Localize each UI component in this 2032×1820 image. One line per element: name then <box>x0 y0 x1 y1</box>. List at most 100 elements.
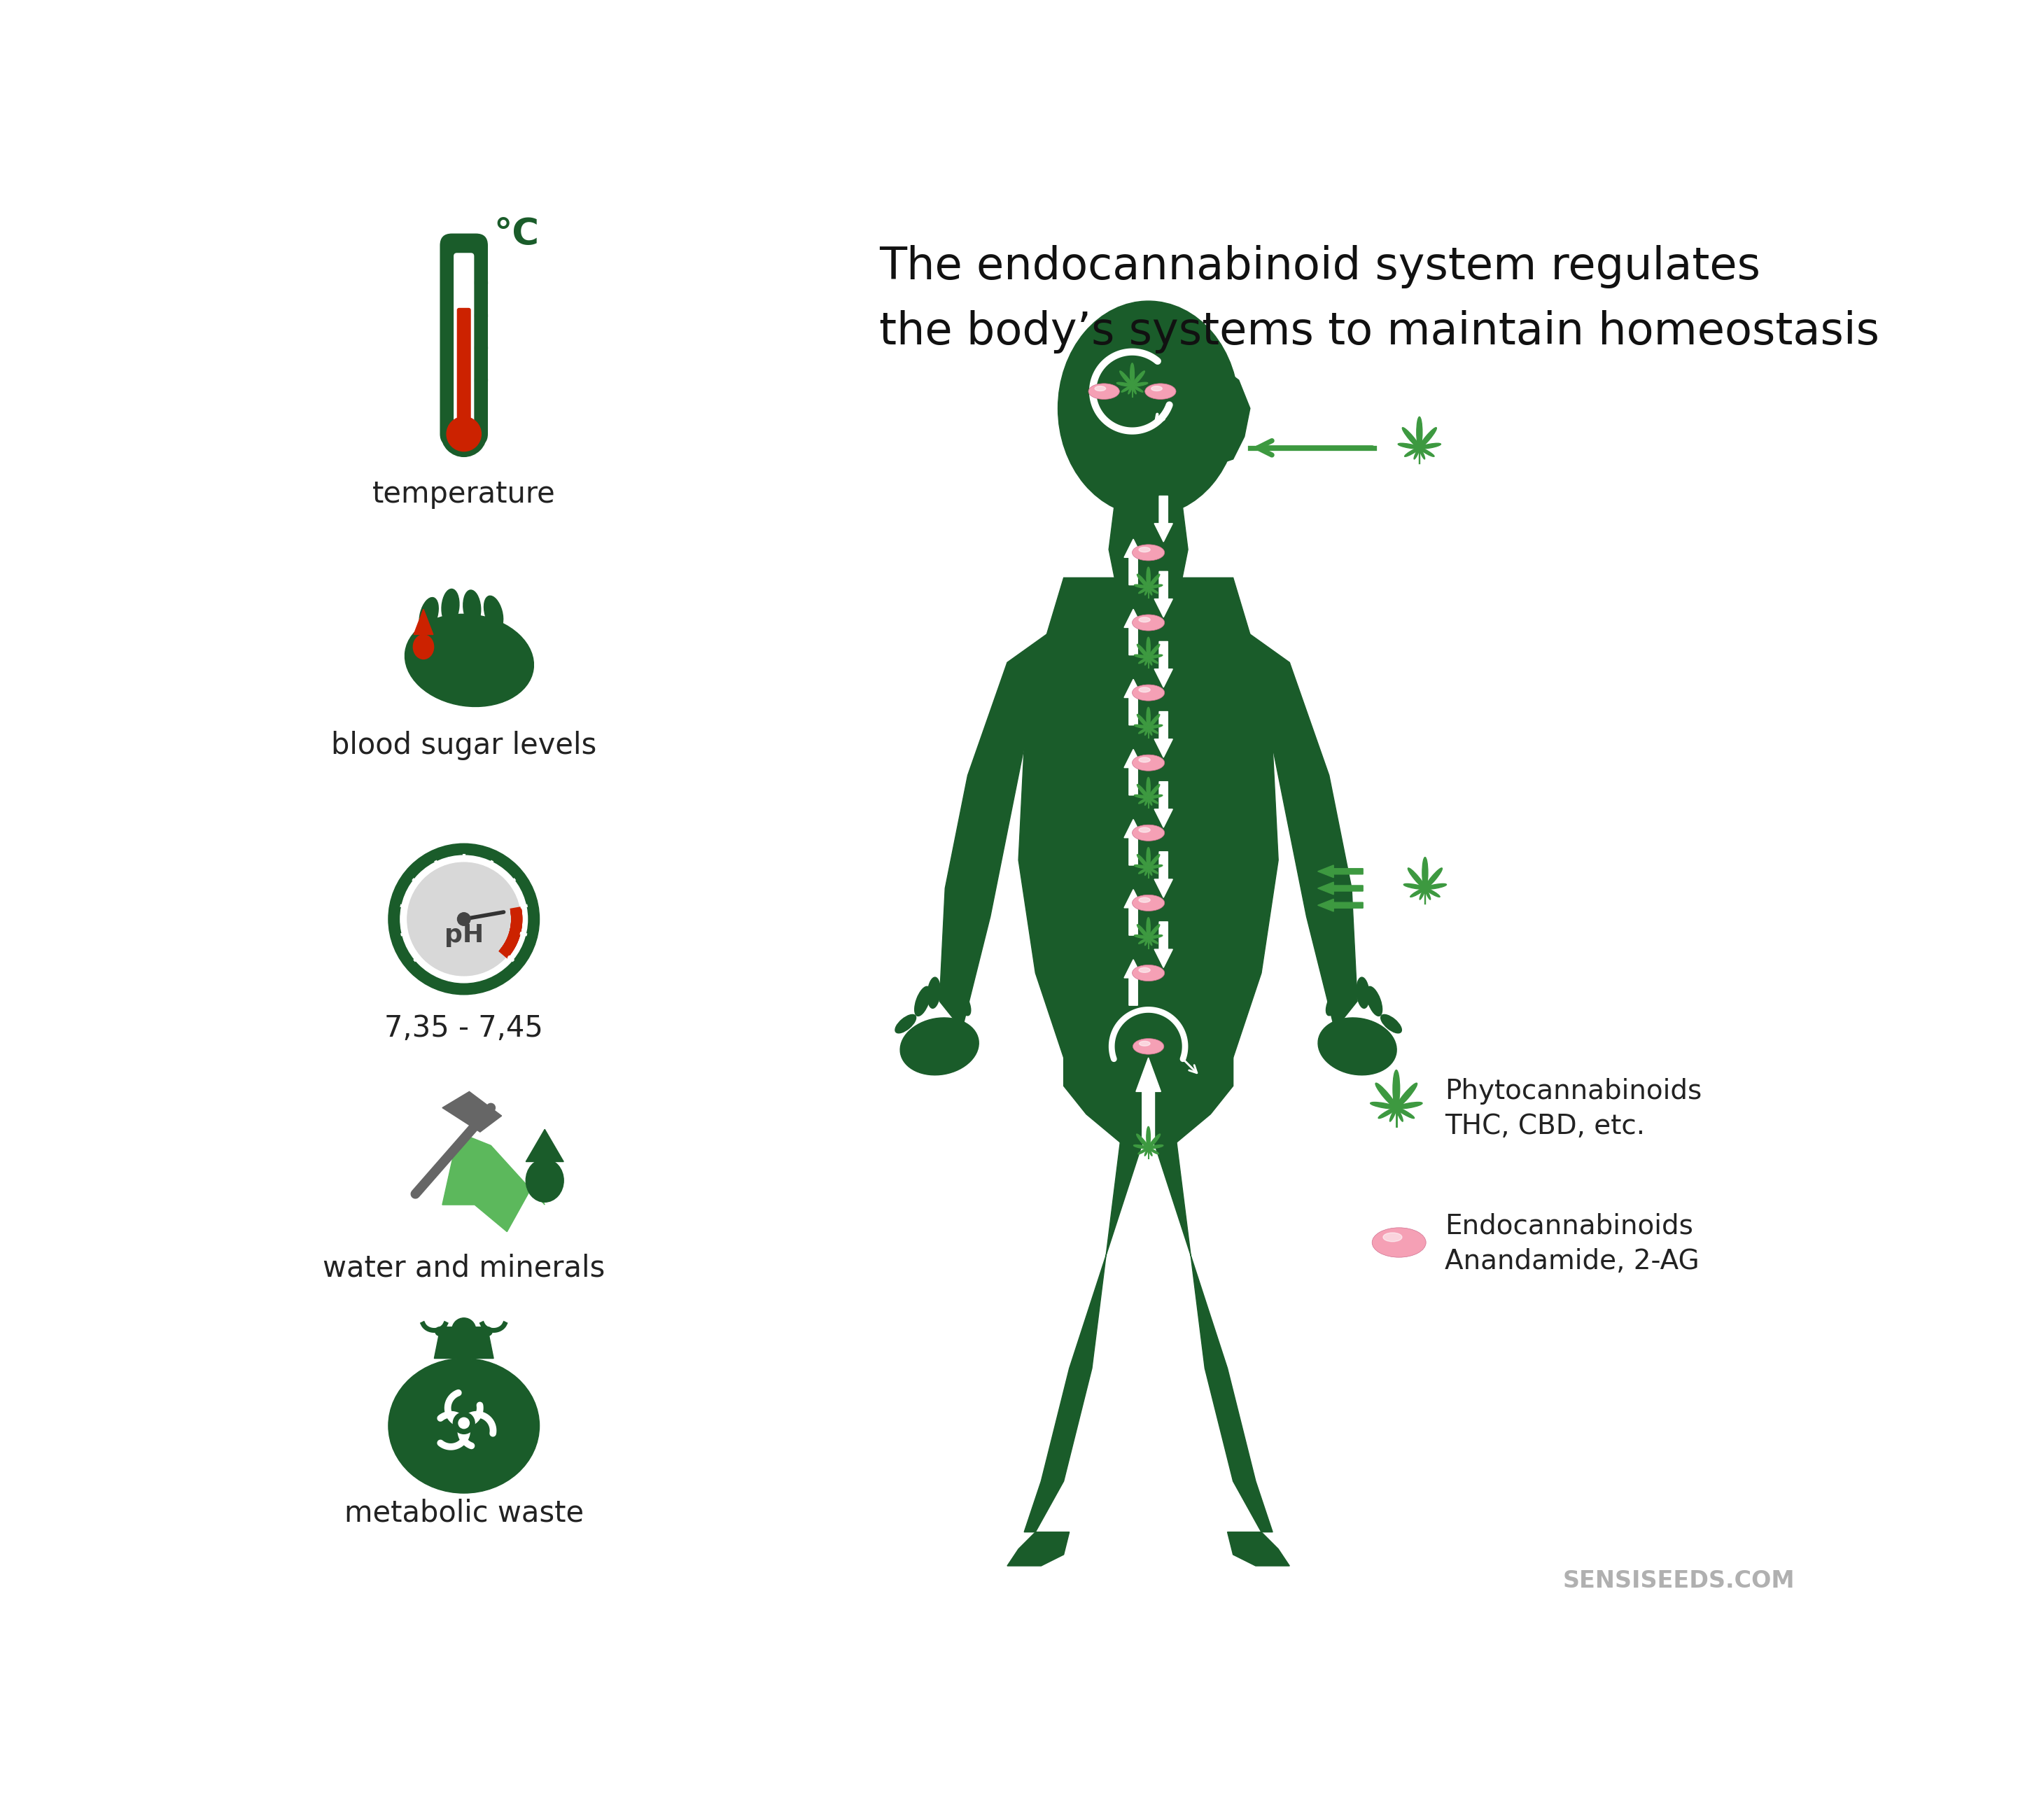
Ellipse shape <box>1384 1232 1402 1241</box>
Ellipse shape <box>419 597 439 632</box>
Ellipse shape <box>1396 1083 1416 1108</box>
Ellipse shape <box>1327 986 1343 1016</box>
Ellipse shape <box>1148 797 1158 804</box>
Ellipse shape <box>1420 448 1435 457</box>
Polygon shape <box>1215 364 1250 464</box>
Ellipse shape <box>1148 588 1158 593</box>
Polygon shape <box>1154 852 1172 897</box>
Text: 7,35 - 7,45: 7,35 - 7,45 <box>384 1014 543 1043</box>
Ellipse shape <box>1390 1108 1396 1121</box>
Ellipse shape <box>1382 1014 1402 1034</box>
Ellipse shape <box>1392 1070 1400 1108</box>
Polygon shape <box>1124 679 1142 724</box>
Text: pH: pH <box>445 923 484 946</box>
Ellipse shape <box>1148 644 1160 657</box>
Ellipse shape <box>1134 1145 1148 1148</box>
Text: The endocannabinoid system regulates: The endocannabinoid system regulates <box>880 246 1760 289</box>
Ellipse shape <box>1138 617 1150 622</box>
Ellipse shape <box>1148 657 1158 664</box>
Text: temperature: temperature <box>372 480 555 510</box>
Polygon shape <box>1024 1143 1142 1532</box>
Ellipse shape <box>1148 573 1160 588</box>
Ellipse shape <box>1148 713 1160 728</box>
Ellipse shape <box>1402 428 1420 448</box>
Ellipse shape <box>1370 1103 1396 1108</box>
Ellipse shape <box>1132 544 1164 561</box>
Ellipse shape <box>1144 797 1148 804</box>
Circle shape <box>441 411 486 457</box>
Ellipse shape <box>1319 1017 1396 1076</box>
Circle shape <box>1146 655 1150 659</box>
Ellipse shape <box>1144 384 1177 399</box>
Ellipse shape <box>1148 935 1162 939</box>
Ellipse shape <box>1144 728 1148 735</box>
Ellipse shape <box>1396 1108 1414 1117</box>
Polygon shape <box>1319 883 1363 894</box>
Ellipse shape <box>1132 824 1164 841</box>
Text: Anandamide, 2-AG: Anandamide, 2-AG <box>1445 1249 1699 1274</box>
Ellipse shape <box>463 590 482 624</box>
Ellipse shape <box>1140 1041 1150 1046</box>
Ellipse shape <box>1132 895 1164 912</box>
Ellipse shape <box>1152 386 1162 391</box>
Ellipse shape <box>1138 828 1150 832</box>
Circle shape <box>451 1318 475 1341</box>
Polygon shape <box>939 633 1046 1030</box>
Ellipse shape <box>1136 1134 1148 1148</box>
Circle shape <box>459 1418 469 1429</box>
Text: Phytocannabinoids: Phytocannabinoids <box>1445 1077 1703 1105</box>
Circle shape <box>400 855 528 983</box>
Circle shape <box>1392 1105 1400 1112</box>
Ellipse shape <box>1138 868 1148 874</box>
Polygon shape <box>1319 864 1363 877</box>
Ellipse shape <box>953 986 971 1016</box>
Polygon shape <box>443 1134 545 1232</box>
Ellipse shape <box>526 1159 563 1201</box>
Ellipse shape <box>1134 935 1148 939</box>
Ellipse shape <box>1148 864 1162 868</box>
Ellipse shape <box>1138 688 1150 692</box>
Ellipse shape <box>1118 382 1132 386</box>
Ellipse shape <box>1414 448 1420 459</box>
Ellipse shape <box>1138 897 1150 903</box>
Ellipse shape <box>1134 864 1148 868</box>
Polygon shape <box>1018 577 1278 1057</box>
Text: blood sugar levels: blood sugar levels <box>331 730 597 761</box>
Ellipse shape <box>1144 937 1148 945</box>
Ellipse shape <box>1146 1127 1150 1148</box>
FancyBboxPatch shape <box>457 308 471 426</box>
Ellipse shape <box>1138 657 1148 664</box>
Ellipse shape <box>1418 428 1437 448</box>
Ellipse shape <box>1144 657 1148 664</box>
Ellipse shape <box>1148 728 1152 735</box>
Ellipse shape <box>412 635 433 659</box>
Circle shape <box>447 417 482 451</box>
Ellipse shape <box>914 986 931 1016</box>
Polygon shape <box>1154 497 1172 542</box>
Ellipse shape <box>1408 868 1424 888</box>
Ellipse shape <box>1396 1103 1422 1108</box>
Ellipse shape <box>1134 1039 1164 1054</box>
Ellipse shape <box>1138 757 1150 763</box>
Ellipse shape <box>1132 615 1164 632</box>
Ellipse shape <box>1138 548 1150 551</box>
Ellipse shape <box>1148 868 1152 875</box>
Ellipse shape <box>1410 888 1424 897</box>
Ellipse shape <box>1424 885 1447 890</box>
Ellipse shape <box>1134 795 1148 799</box>
Ellipse shape <box>1132 755 1164 772</box>
Ellipse shape <box>1122 386 1132 391</box>
Ellipse shape <box>1138 728 1148 733</box>
Text: THC, CBD, etc.: THC, CBD, etc. <box>1445 1114 1646 1139</box>
Ellipse shape <box>1095 386 1105 391</box>
Ellipse shape <box>1148 655 1162 659</box>
Polygon shape <box>1154 712 1172 757</box>
Text: metabolic waste: metabolic waste <box>343 1498 583 1529</box>
Ellipse shape <box>1422 857 1428 888</box>
Polygon shape <box>1154 641 1172 688</box>
Polygon shape <box>435 1332 494 1358</box>
Circle shape <box>1146 1147 1150 1150</box>
Ellipse shape <box>1396 1108 1402 1121</box>
Polygon shape <box>1154 781 1172 828</box>
Ellipse shape <box>1148 1134 1160 1148</box>
